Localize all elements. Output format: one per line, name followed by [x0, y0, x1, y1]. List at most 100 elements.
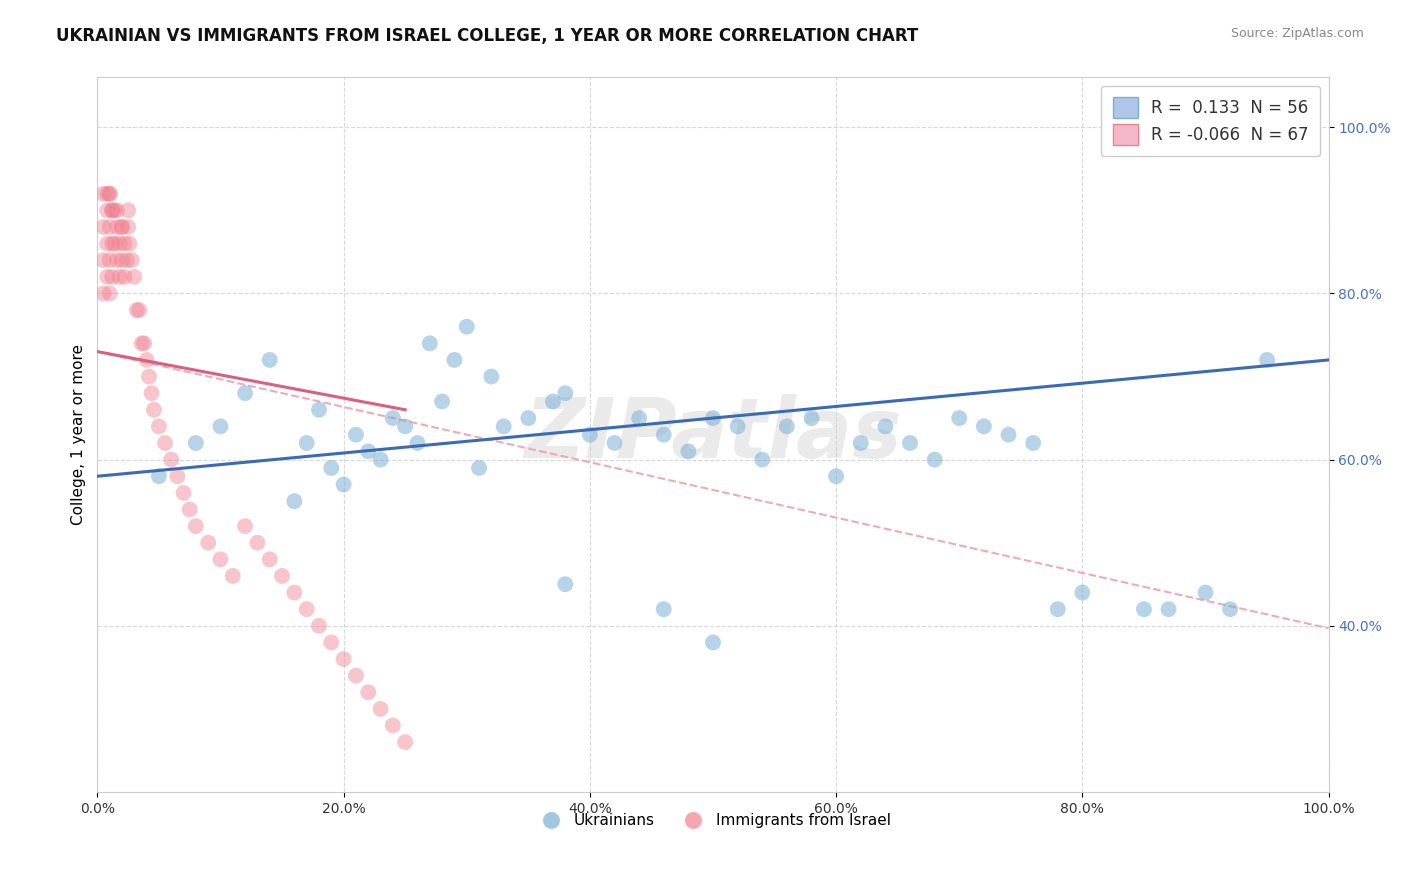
- Point: [114, 269, 136, 284]
- Point: [308, 619, 330, 633]
- Point: [702, 635, 724, 649]
- Point: [727, 419, 749, 434]
- Point: [197, 535, 219, 549]
- Point: [111, 219, 134, 234]
- Point: [98, 219, 121, 234]
- Point: [101, 269, 124, 284]
- Point: [344, 427, 367, 442]
- Point: [1046, 602, 1069, 616]
- Y-axis label: College, 1 year or more: College, 1 year or more: [72, 344, 86, 525]
- Point: [541, 394, 564, 409]
- Point: [143, 402, 166, 417]
- Point: [104, 236, 127, 251]
- Point: [121, 253, 143, 268]
- Point: [479, 369, 502, 384]
- Point: [96, 203, 118, 218]
- Point: [1256, 353, 1278, 368]
- Point: [209, 419, 232, 434]
- Point: [997, 427, 1019, 442]
- Point: [678, 444, 700, 458]
- Point: [96, 269, 118, 284]
- Point: [1133, 602, 1156, 616]
- Point: [98, 186, 121, 201]
- Point: [125, 303, 148, 318]
- Point: [849, 436, 872, 450]
- Point: [141, 386, 163, 401]
- Point: [419, 336, 441, 351]
- Point: [492, 419, 515, 434]
- Point: [135, 353, 157, 368]
- Point: [138, 369, 160, 384]
- Point: [173, 486, 195, 500]
- Point: [1022, 436, 1045, 450]
- Point: [105, 203, 128, 218]
- Point: [131, 336, 153, 351]
- Point: [124, 269, 146, 284]
- Point: [295, 602, 318, 616]
- Point: [1157, 602, 1180, 616]
- Point: [357, 685, 380, 699]
- Point: [98, 186, 121, 201]
- Point: [875, 419, 897, 434]
- Point: [179, 502, 201, 516]
- Point: [160, 452, 183, 467]
- Point: [108, 269, 131, 284]
- Point: [825, 469, 848, 483]
- Point: [394, 735, 416, 749]
- Point: [166, 469, 188, 483]
- Point: [153, 436, 176, 450]
- Point: [184, 436, 207, 450]
- Point: [128, 303, 150, 318]
- Point: [924, 452, 946, 467]
- Point: [973, 419, 995, 434]
- Point: [1256, 120, 1278, 135]
- Point: [776, 419, 799, 434]
- Point: [283, 585, 305, 599]
- Point: [117, 203, 139, 218]
- Point: [108, 236, 131, 251]
- Point: [394, 419, 416, 434]
- Point: [357, 444, 380, 458]
- Point: [148, 419, 170, 434]
- Point: [111, 219, 134, 234]
- Point: [702, 411, 724, 425]
- Point: [101, 203, 124, 218]
- Point: [652, 602, 675, 616]
- Point: [246, 535, 269, 549]
- Point: [233, 386, 256, 401]
- Legend: Ukrainians, Immigrants from Israel: Ukrainians, Immigrants from Israel: [529, 807, 897, 834]
- Point: [259, 353, 281, 368]
- Point: [93, 186, 115, 201]
- Text: ZIPatlas: ZIPatlas: [524, 394, 901, 475]
- Point: [233, 519, 256, 533]
- Point: [114, 236, 136, 251]
- Point: [554, 386, 576, 401]
- Point: [259, 552, 281, 566]
- Text: Source: ZipAtlas.com: Source: ZipAtlas.com: [1230, 27, 1364, 40]
- Point: [898, 436, 921, 450]
- Point: [554, 577, 576, 591]
- Point: [468, 461, 491, 475]
- Point: [98, 286, 121, 301]
- Point: [332, 652, 354, 666]
- Point: [443, 353, 465, 368]
- Point: [117, 219, 139, 234]
- Point: [115, 253, 138, 268]
- Point: [370, 452, 392, 467]
- Point: [105, 219, 128, 234]
- Point: [628, 411, 651, 425]
- Point: [283, 494, 305, 508]
- Point: [800, 411, 823, 425]
- Point: [579, 427, 602, 442]
- Point: [370, 702, 392, 716]
- Point: [93, 286, 115, 301]
- Point: [101, 236, 124, 251]
- Point: [134, 336, 156, 351]
- Point: [381, 718, 404, 732]
- Point: [111, 253, 134, 268]
- Point: [456, 319, 478, 334]
- Point: [101, 203, 124, 218]
- Point: [321, 635, 343, 649]
- Point: [1194, 585, 1216, 599]
- Text: UKRAINIAN VS IMMIGRANTS FROM ISRAEL COLLEGE, 1 YEAR OR MORE CORRELATION CHART: UKRAINIAN VS IMMIGRANTS FROM ISRAEL COLL…: [56, 27, 918, 45]
